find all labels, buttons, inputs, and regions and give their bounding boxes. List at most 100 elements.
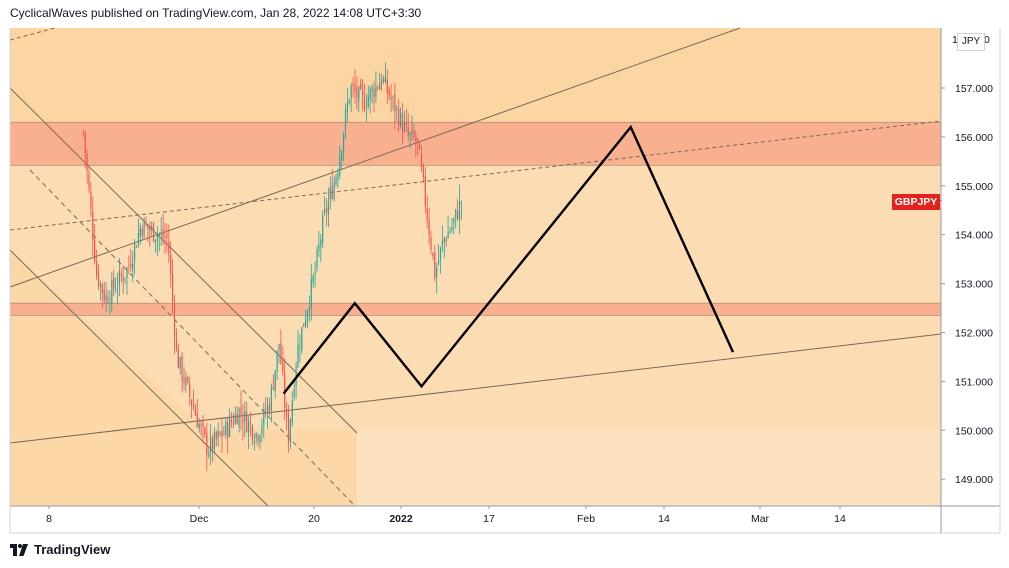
candle-body xyxy=(213,432,215,449)
candle xyxy=(447,215,449,239)
candle-body xyxy=(181,356,183,381)
candle xyxy=(154,239,157,253)
candle xyxy=(143,217,145,238)
candle-body xyxy=(189,383,191,397)
candle xyxy=(310,263,312,321)
candle-body xyxy=(215,432,217,440)
candle-body xyxy=(162,228,164,238)
candle xyxy=(191,398,193,419)
candle-body xyxy=(327,201,329,215)
candle xyxy=(358,85,360,113)
candle xyxy=(430,230,432,255)
candle-body xyxy=(255,433,257,439)
candle xyxy=(103,281,105,305)
time-axis-label: 14 xyxy=(834,513,846,525)
candle-body xyxy=(240,406,242,415)
candle-body xyxy=(173,303,176,338)
candle-body xyxy=(432,252,434,257)
candle-body xyxy=(337,172,339,181)
candle xyxy=(96,249,98,280)
candle-body xyxy=(390,97,392,100)
candle-body xyxy=(460,202,462,205)
candle xyxy=(282,345,284,377)
candle-body xyxy=(244,410,246,422)
candle xyxy=(263,402,265,438)
candle-body xyxy=(396,108,398,110)
footer-brand[interactable]: TradingView xyxy=(10,542,110,557)
candle-body xyxy=(170,254,172,274)
candle xyxy=(211,434,214,462)
candle xyxy=(325,198,328,227)
time-axis: 8 Dec 20 2022 17 Feb 14 Mar 14 xyxy=(46,506,846,525)
candle xyxy=(413,123,415,141)
candle xyxy=(105,282,107,313)
candle-body xyxy=(160,232,162,235)
candle-body xyxy=(230,420,233,423)
candle xyxy=(289,418,291,450)
candle-body xyxy=(369,88,371,100)
candle-body xyxy=(86,154,88,171)
candle-body xyxy=(360,83,362,89)
candle xyxy=(417,137,419,156)
candle xyxy=(101,282,103,309)
candle xyxy=(248,415,250,450)
candle xyxy=(455,208,457,229)
time-axis-label: 14 xyxy=(658,513,670,525)
candle-body xyxy=(453,218,455,224)
candle-body xyxy=(251,426,253,440)
candle-body xyxy=(96,261,98,276)
candle xyxy=(324,196,326,216)
candle xyxy=(449,226,451,235)
currency-label[interactable]: JPY xyxy=(957,33,985,51)
candle xyxy=(253,432,255,451)
candle-body xyxy=(282,361,284,373)
candle xyxy=(145,216,147,227)
candle xyxy=(344,103,347,139)
candle-body xyxy=(434,252,436,279)
price-axis-label: 149.000 xyxy=(955,474,993,486)
candle-body xyxy=(356,88,358,98)
candle-body xyxy=(248,420,250,433)
candle xyxy=(246,401,248,433)
candle-body xyxy=(384,76,386,83)
candle-body xyxy=(208,453,210,456)
candle xyxy=(175,328,177,352)
candle xyxy=(337,168,339,189)
candle-body xyxy=(200,423,202,425)
candle-body xyxy=(183,377,185,384)
candle-body xyxy=(392,97,394,98)
candle-body xyxy=(276,350,278,372)
candle xyxy=(453,217,455,235)
candle xyxy=(168,224,170,263)
candle xyxy=(229,408,231,438)
candle xyxy=(126,266,128,296)
candle xyxy=(227,416,229,454)
candle-body xyxy=(135,246,138,248)
candle xyxy=(210,424,212,466)
candle-body xyxy=(151,225,153,230)
candle-body xyxy=(436,267,438,277)
candle xyxy=(139,223,141,245)
candle-body xyxy=(409,133,411,136)
candle xyxy=(153,221,155,243)
candle xyxy=(365,93,367,122)
candle-body xyxy=(103,289,105,301)
candle xyxy=(360,78,362,90)
candle xyxy=(457,199,459,222)
candle-body xyxy=(202,421,204,427)
candle-body xyxy=(293,389,295,397)
candle xyxy=(194,403,196,416)
channel-bands xyxy=(10,28,941,506)
candle-body xyxy=(211,437,214,450)
footer-brand-text: TradingView xyxy=(34,542,111,557)
candle xyxy=(280,329,282,366)
price-axis-label: 153.000 xyxy=(955,279,993,291)
candle xyxy=(401,102,404,145)
candle-body xyxy=(405,122,407,125)
candle xyxy=(411,115,413,142)
candle xyxy=(382,75,385,85)
candle xyxy=(160,216,162,246)
candle xyxy=(460,200,462,220)
projection-path xyxy=(282,124,735,395)
